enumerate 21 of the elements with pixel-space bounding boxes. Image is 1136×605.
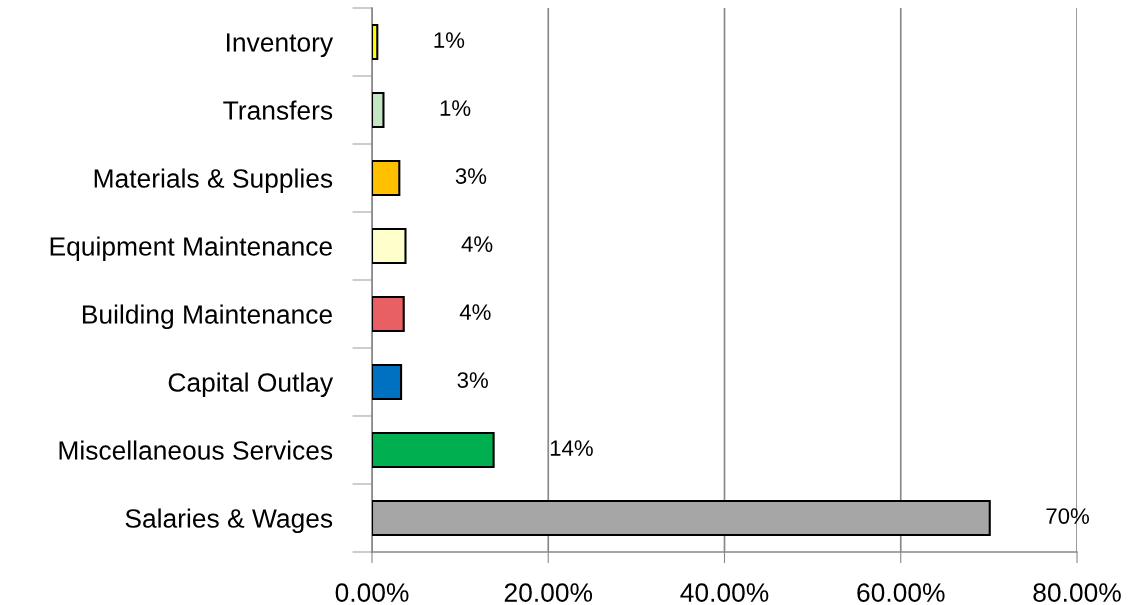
y-tick-label: Inventory [227,33,334,58]
x-tick-label: 20.00% [504,583,593,602]
data-label: 1% [440,100,471,116]
data-label: 1% [434,32,465,48]
y-tick-label: Materials & Supplies [94,168,333,194]
data-label: 4% [461,236,493,252]
y-tick-label: Equipment Maintenance [50,236,332,262]
y-tick-label: Transfers [223,100,333,120]
x-tick-label: 40.00% [680,583,769,602]
data-label: 14% [550,440,593,456]
x-tick-label: 60.00% [857,583,945,602]
data-label: 4% [459,304,491,320]
data-label: 70% [1046,508,1089,524]
x-tick-label: 0.00% [335,583,409,602]
data-label: 3% [457,372,488,388]
y-tick-label: Capital Outlay [168,372,334,398]
y-tick-label: Salaries & Wages [125,508,333,534]
x-tick-label: 80.00% [1033,583,1121,602]
y-tick-label: Miscellaneous Services [59,440,333,460]
data-label: 3% [455,168,487,184]
y-tick-label: Building Maintenance [82,304,332,330]
